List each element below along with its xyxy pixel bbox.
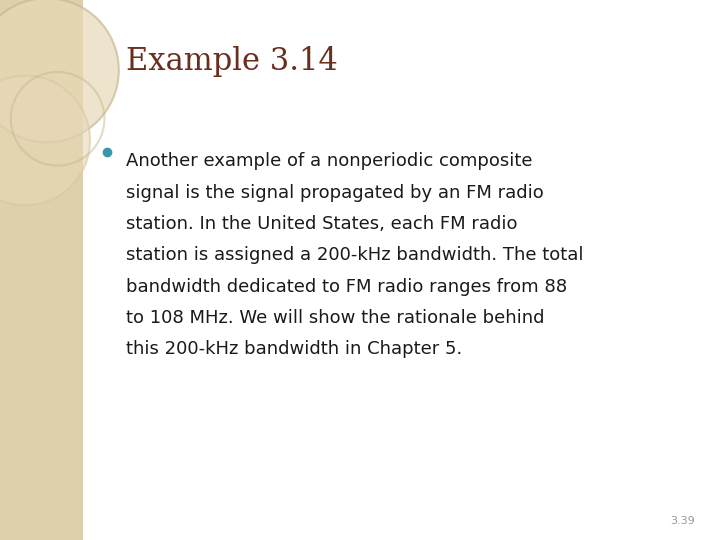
Text: Example 3.14: Example 3.14 [126,46,338,77]
Text: 3.39: 3.39 [670,516,695,526]
Text: signal is the signal propagated by an FM radio: signal is the signal propagated by an FM… [126,184,544,201]
Text: station is assigned a 200-kHz bandwidth. The total: station is assigned a 200-kHz bandwidth.… [126,246,583,264]
Text: to 108 MHz. We will show the rationale behind: to 108 MHz. We will show the rationale b… [126,309,544,327]
Text: station. In the United States, each FM radio: station. In the United States, each FM r… [126,215,518,233]
Text: this 200-kHz bandwidth in Chapter 5.: this 200-kHz bandwidth in Chapter 5. [126,340,462,358]
Text: Another example of a nonperiodic composite: Another example of a nonperiodic composi… [126,152,533,170]
Bar [0,0,83,540]
Text: bandwidth dedicated to FM radio ranges from 88: bandwidth dedicated to FM radio ranges f… [126,278,567,295]
Ellipse shape [0,76,90,205]
Ellipse shape [0,0,119,142]
